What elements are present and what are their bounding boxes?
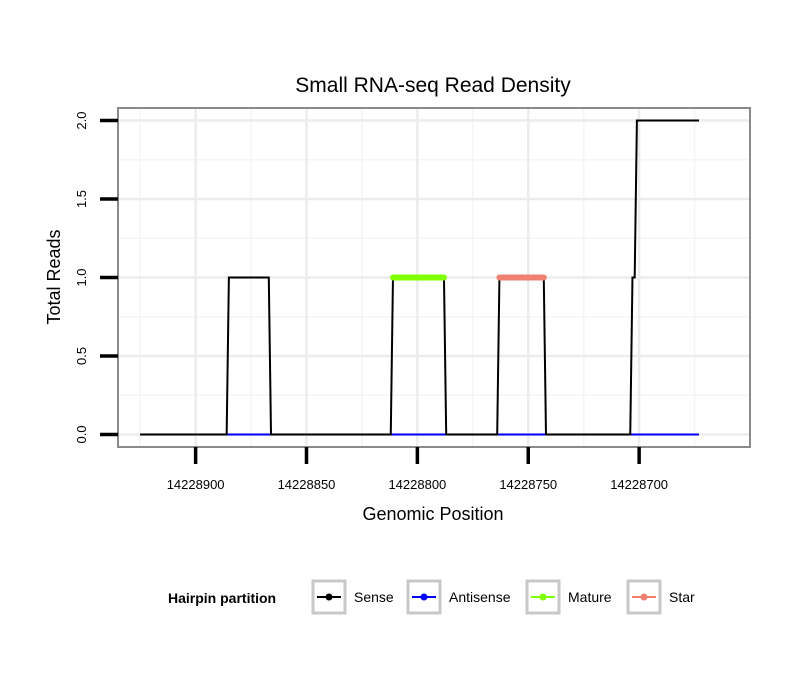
legend-item-mature: Mature (525, 579, 612, 615)
legend-label: Mature (568, 589, 612, 605)
x-axis-title: Genomic Position (362, 504, 503, 524)
x-tick-label: 14228850 (278, 477, 336, 492)
x-tick-label: 14228800 (388, 477, 446, 492)
axis-tick-labels: 14228900 14228850 14228800 14228750 14228700… (74, 112, 668, 492)
axis-ticks (100, 118, 641, 464)
x-tick-label: 14228700 (610, 477, 668, 492)
y-tick-label: 1.0 (74, 268, 89, 286)
y-tick-label: 2.0 (74, 112, 89, 130)
y-tick-label: 1.5 (74, 190, 89, 208)
legend-key-point (420, 593, 428, 601)
legend-item-antisense: Antisense (406, 579, 511, 615)
legend-key-point (325, 593, 333, 601)
series-layer (140, 119, 699, 436)
y-axis-title: Total Reads (44, 229, 64, 324)
chart-title: Small RNA-seq Read Density (295, 74, 571, 97)
y-tick-label: 0.0 (74, 425, 89, 443)
legend-item-sense: Sense (311, 579, 394, 615)
legend-label: Sense (354, 589, 394, 605)
legend-label: Antisense (449, 589, 511, 605)
series-line-sense (140, 119, 699, 436)
legend-title: Hairpin partition (168, 590, 276, 606)
legend-item-star: Star (626, 579, 695, 615)
y-tick-label: 0.5 (74, 347, 89, 365)
legend-key-point (539, 593, 547, 601)
legend-label: Star (669, 589, 695, 605)
legend-key-point (640, 593, 648, 601)
legend: Sense Antisense Mature Star (311, 579, 695, 615)
x-tick-label: 14228900 (167, 477, 225, 492)
x-tick-label: 14228750 (499, 477, 557, 492)
